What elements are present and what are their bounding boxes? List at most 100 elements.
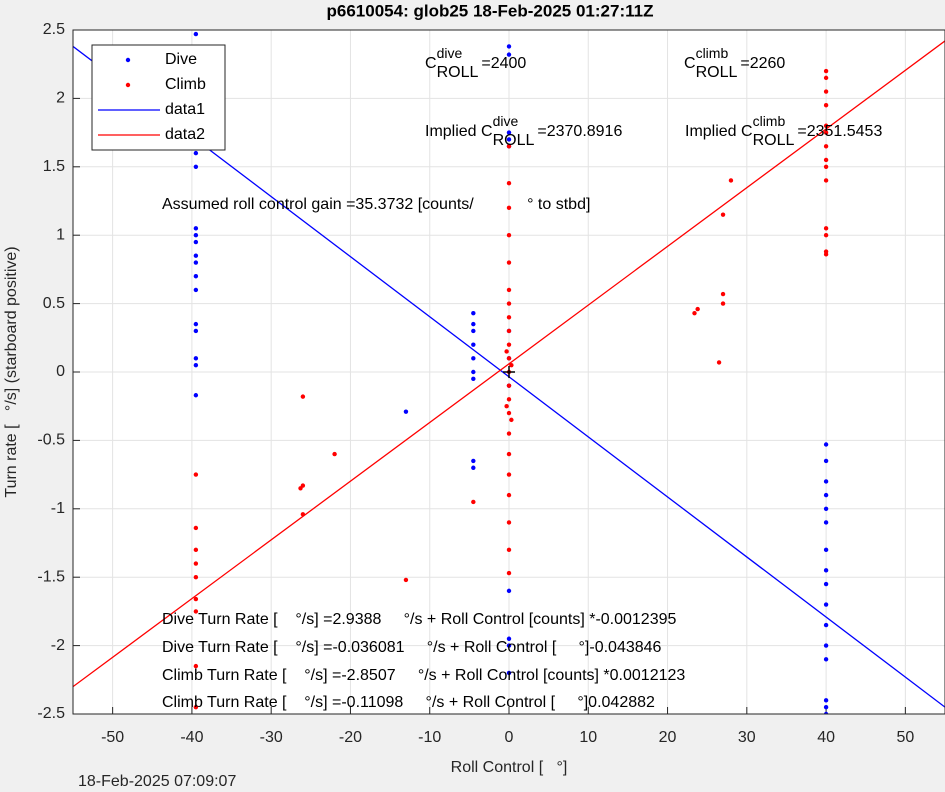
x-tick-label: -50 xyxy=(101,729,124,746)
point xyxy=(506,410,512,416)
x-tick-label: 0 xyxy=(505,729,514,746)
point xyxy=(471,342,476,347)
annotation: Dive Turn Rate [ °/s] =-0.036081 °/s + R… xyxy=(162,639,662,656)
legend-label: data1 xyxy=(165,101,205,118)
point xyxy=(506,492,512,498)
point xyxy=(471,356,476,361)
point xyxy=(823,479,829,484)
point xyxy=(506,472,512,477)
point xyxy=(509,417,514,423)
point xyxy=(823,704,829,710)
point xyxy=(193,150,199,156)
point xyxy=(506,356,512,361)
point xyxy=(193,596,199,602)
point xyxy=(716,360,722,365)
point xyxy=(193,239,199,245)
point xyxy=(193,260,199,265)
point xyxy=(506,315,512,320)
x-tick-label: 10 xyxy=(579,729,597,746)
annotation: Cclimb xyxy=(684,45,728,73)
point xyxy=(506,130,512,135)
point xyxy=(823,164,829,169)
point xyxy=(193,609,199,614)
annotation-sub: ROLL xyxy=(753,132,795,149)
point xyxy=(471,376,476,382)
y-tick-label: 2 xyxy=(56,90,65,107)
annotation-prefix: Implied C xyxy=(685,123,753,140)
point xyxy=(471,328,476,334)
y-axis-label: Turn rate [ °/s] (starboard positive) xyxy=(3,246,20,497)
point xyxy=(823,581,829,587)
point xyxy=(300,394,306,399)
point xyxy=(506,233,512,238)
annotation: Implied Cclimb xyxy=(685,113,785,141)
point xyxy=(403,409,409,414)
point xyxy=(193,356,199,361)
point xyxy=(692,310,697,316)
point xyxy=(506,670,512,676)
y-tick-label: 1.5 xyxy=(43,158,65,175)
point xyxy=(506,643,512,648)
legend-label: Dive xyxy=(165,51,197,68)
point xyxy=(193,663,199,669)
point xyxy=(823,144,829,149)
annotation: Implied Cdive xyxy=(425,113,518,141)
point xyxy=(506,181,512,186)
annotation: Cdive xyxy=(425,45,462,73)
point xyxy=(823,492,829,498)
point xyxy=(506,144,512,149)
point xyxy=(506,287,512,293)
point xyxy=(506,342,512,347)
point xyxy=(506,328,512,334)
point xyxy=(193,393,199,398)
point xyxy=(823,442,829,447)
point xyxy=(193,362,199,368)
y-tick-label: -1.5 xyxy=(37,568,65,585)
point xyxy=(509,362,514,368)
point xyxy=(471,458,476,464)
point xyxy=(193,525,199,531)
point xyxy=(506,588,512,594)
point xyxy=(823,458,829,464)
point xyxy=(193,233,199,238)
y-tick-label: -2.5 xyxy=(37,705,65,722)
y-tick-label: 0.5 xyxy=(43,295,65,312)
point xyxy=(193,575,199,580)
annotation-suffix: =2351.5453 xyxy=(797,123,882,140)
point xyxy=(506,44,512,49)
point xyxy=(332,451,337,457)
point xyxy=(506,570,512,576)
annotation-suffix: =2260 xyxy=(740,55,785,72)
point xyxy=(823,252,829,257)
legend-marker xyxy=(125,82,131,88)
point xyxy=(506,383,512,388)
point xyxy=(823,178,829,183)
x-axis-label: Roll Control [ °] xyxy=(451,759,568,776)
x-tick-label: 50 xyxy=(896,729,914,746)
point xyxy=(728,178,734,183)
y-tick-label: -1 xyxy=(51,500,65,517)
point xyxy=(720,301,726,306)
x-tick-label: -30 xyxy=(260,729,283,746)
point xyxy=(506,636,512,641)
origin-cross xyxy=(503,366,515,378)
point xyxy=(823,123,829,128)
point xyxy=(823,547,829,553)
point xyxy=(823,157,829,163)
point xyxy=(823,226,829,231)
point xyxy=(823,622,829,628)
point xyxy=(506,397,512,402)
point xyxy=(471,310,476,316)
point xyxy=(823,568,829,573)
point xyxy=(506,205,512,211)
point xyxy=(193,547,199,553)
annotation-prefix: Implied C xyxy=(425,123,493,140)
x-tick-label: 30 xyxy=(738,729,756,746)
point xyxy=(504,404,509,409)
point xyxy=(193,274,199,279)
point xyxy=(403,577,409,583)
annotation: Climb Turn Rate [ °/s] =-0.11098 °/s + R… xyxy=(162,694,655,711)
point xyxy=(504,349,509,354)
footer: 18-Feb-2025 07:09:07 xyxy=(78,773,236,790)
annotation-sub: ROLL xyxy=(437,64,479,81)
